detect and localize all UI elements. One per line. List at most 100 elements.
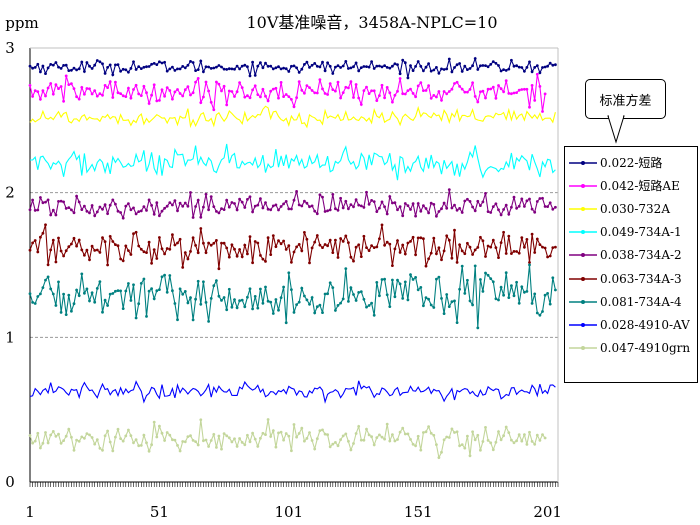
data-point: [202, 439, 205, 443]
data-point: [401, 297, 405, 300]
data-point: [191, 439, 195, 442]
data-point: [129, 434, 133, 437]
data-point: [339, 237, 342, 240]
data-point: [277, 96, 280, 100]
data-point: [142, 205, 146, 209]
data-point: [419, 64, 423, 68]
data-point: [274, 298, 278, 301]
data-point: [111, 198, 115, 202]
data-point: [49, 433, 53, 437]
data-point: [396, 239, 399, 243]
data-point: [85, 248, 89, 252]
data-point: [137, 444, 141, 448]
data-point: [137, 210, 141, 214]
data-point: [403, 280, 407, 284]
data-point: [271, 204, 275, 208]
data-point: [315, 305, 319, 309]
data-point: [380, 278, 384, 281]
data-point: [341, 91, 345, 94]
data-point: [279, 81, 283, 84]
data-point: [378, 94, 381, 97]
data-point: [220, 241, 223, 245]
data-point: [321, 195, 324, 199]
data-point: [305, 437, 309, 440]
data-point: [303, 91, 306, 95]
data-point: [442, 90, 446, 93]
data-point: [352, 293, 355, 296]
data-point: [543, 92, 547, 96]
data-point: [176, 318, 179, 322]
data-point: [209, 100, 213, 104]
data-point: [70, 68, 73, 72]
data-point: [243, 243, 247, 247]
data-point: [548, 302, 552, 306]
data-point: [427, 425, 430, 429]
data-point: [230, 305, 234, 309]
data-point: [39, 97, 42, 101]
data-point: [129, 96, 133, 100]
legend-label: 0.049-734A-1: [600, 225, 682, 240]
data-point: [445, 435, 449, 439]
data-point: [290, 98, 293, 101]
data-point: [458, 85, 461, 88]
data-point: [398, 72, 402, 76]
data-point: [497, 84, 500, 87]
data-point: [199, 227, 203, 230]
data-point: [46, 263, 50, 267]
data-point: [517, 204, 521, 208]
data-point: [450, 87, 454, 91]
data-point: [354, 83, 358, 86]
data-point: [233, 437, 236, 441]
data-point: [75, 95, 78, 99]
data-point: [447, 238, 451, 242]
data-point: [88, 211, 91, 215]
data-point: [525, 238, 529, 241]
data-point: [352, 442, 355, 445]
data-point: [134, 68, 138, 71]
data-point: [158, 424, 161, 428]
data-point: [235, 254, 239, 258]
data-point: [476, 246, 480, 249]
data-point: [57, 280, 60, 284]
data-point: [274, 86, 278, 90]
data-point: [292, 198, 296, 202]
data-point: [222, 296, 226, 299]
data-point: [375, 64, 379, 68]
data-point: [344, 199, 348, 203]
data-point: [222, 208, 226, 212]
data-point: [491, 280, 495, 284]
data-point: [370, 244, 373, 248]
data-point: [546, 64, 549, 68]
data-point: [171, 203, 174, 207]
data-point: [259, 254, 262, 257]
data-point: [189, 434, 192, 438]
data-point: [59, 311, 63, 314]
data-point: [108, 292, 112, 296]
data-point: [207, 445, 211, 448]
data-point: [295, 190, 298, 193]
legend-item: 0.022-短路: [565, 151, 697, 174]
data-point: [393, 295, 397, 299]
data-point: [121, 439, 125, 443]
data-point: [142, 277, 146, 281]
data-point: [222, 432, 226, 435]
x-tick-label: 201: [533, 503, 562, 521]
data-point: [437, 90, 441, 93]
data-point: [347, 439, 350, 443]
data-point: [468, 200, 472, 203]
data-point: [54, 260, 58, 264]
data-point: [158, 60, 161, 64]
data-point: [248, 440, 252, 444]
data-point: [486, 244, 490, 248]
data-point: [380, 435, 384, 439]
series-line: [30, 143, 556, 181]
data-point: [256, 64, 260, 68]
data-point: [134, 83, 138, 87]
data-point: [450, 70, 454, 74]
data-point: [388, 305, 392, 308]
data-point: [279, 242, 283, 246]
data-point: [183, 66, 187, 70]
data-point: [473, 57, 477, 60]
data-point: [101, 62, 104, 66]
data-point: [499, 213, 503, 217]
